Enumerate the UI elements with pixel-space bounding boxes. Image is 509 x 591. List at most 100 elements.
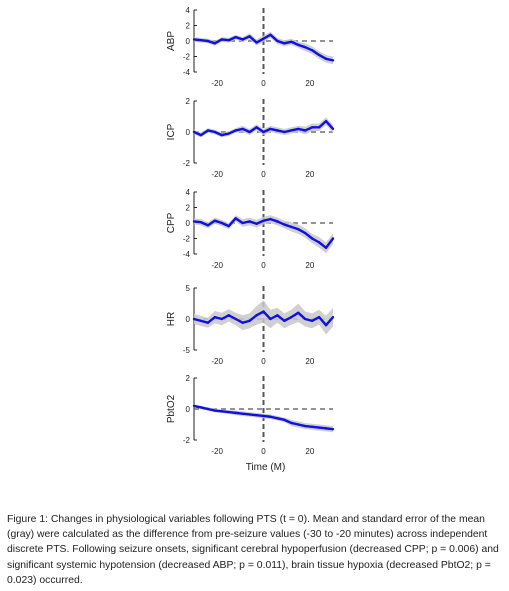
data-point [248, 220, 251, 223]
x-tick-label: -20 [211, 447, 223, 456]
data-point [227, 410, 230, 414]
data-point [283, 42, 286, 45]
x-tick-label: 0 [261, 447, 266, 456]
y-tick-label: 5 [186, 284, 191, 293]
data-point [310, 237, 314, 240]
y-axis-label: HR [166, 312, 177, 326]
data-point [304, 317, 307, 321]
data-point [192, 404, 196, 408]
y-tick-label: -2 [183, 159, 191, 168]
x-tick-label: 20 [305, 261, 314, 270]
data-point [234, 217, 237, 220]
data-point [199, 133, 203, 137]
data-point [213, 130, 217, 134]
data-point [310, 319, 314, 323]
data-point [255, 314, 258, 317]
y-tick-label: 2 [186, 22, 191, 31]
data-point [234, 411, 237, 415]
data-point [206, 224, 210, 227]
data-point [248, 35, 251, 38]
data-point [297, 43, 300, 47]
y-tick-label: 2 [186, 97, 191, 106]
figure-caption: Figure 1: Changes in physiological varia… [7, 514, 499, 586]
data-point [199, 221, 203, 224]
data-point [241, 321, 244, 324]
data-point [269, 217, 272, 221]
data-point [276, 220, 279, 223]
data-point [255, 41, 258, 44]
x-tick-label: 20 [305, 79, 314, 88]
data-point [297, 423, 300, 426]
y-tick-label: 4 [186, 6, 191, 15]
y-tick-label: -2 [183, 53, 191, 62]
data-point [262, 130, 265, 134]
data-point [269, 33, 272, 36]
data-point [297, 311, 300, 314]
data-point [192, 130, 196, 134]
data-point [331, 127, 335, 131]
data-point [199, 319, 203, 323]
data-point [297, 127, 300, 131]
data-point [269, 317, 272, 321]
x-tick-label: -20 [211, 357, 223, 366]
data-point [220, 317, 223, 321]
data-point [241, 221, 244, 225]
data-point [324, 119, 328, 123]
data-point [262, 37, 265, 40]
data-point [290, 225, 293, 229]
data-point [234, 129, 237, 132]
y-axis-label: ICP [166, 123, 177, 140]
y-tick-label: 0 [186, 405, 191, 414]
data-point [324, 324, 328, 327]
y-axis-label: PbtO2 [166, 394, 177, 423]
data-point [324, 57, 328, 61]
y-tick-label: 0 [186, 37, 191, 46]
data-point [248, 130, 251, 134]
data-point [317, 126, 321, 129]
data-point [310, 425, 314, 429]
data-point [331, 59, 335, 62]
data-point [317, 53, 321, 57]
data-point [269, 127, 272, 131]
data-point [262, 219, 265, 222]
y-tick-label: 4 [186, 188, 191, 197]
x-tick-label: 0 [261, 170, 266, 179]
data-point [304, 129, 307, 132]
y-tick-label: 0 [186, 128, 191, 137]
y-tick-label: -4 [183, 68, 191, 77]
data-point [290, 421, 293, 425]
x-tick-label: 20 [305, 170, 314, 179]
data-point [241, 127, 244, 131]
y-axis-label: CPP [166, 212, 177, 233]
y-tick-label: 2 [186, 374, 191, 383]
data-point [227, 132, 230, 135]
x-tick-label: 0 [261, 357, 266, 366]
sem-band [194, 300, 333, 335]
data-point [290, 315, 293, 319]
data-point [276, 417, 279, 420]
data-point [317, 315, 321, 319]
data-point [255, 222, 258, 225]
data-point [324, 246, 328, 249]
y-tick-label: -4 [183, 250, 191, 259]
x-tick-label: 20 [305, 357, 314, 366]
data-point [283, 319, 286, 323]
data-point [331, 237, 335, 240]
data-point [304, 231, 307, 235]
data-point [206, 407, 210, 411]
x-tick-label: -20 [211, 170, 223, 179]
x-tick-label: -20 [211, 261, 223, 270]
data-point [262, 414, 265, 418]
panel-hr: 5 0 -5 -20 0 20 HR [166, 284, 335, 366]
data-point [192, 317, 196, 321]
data-point [206, 39, 210, 43]
data-point [206, 321, 210, 324]
data-point [227, 224, 230, 228]
data-point [234, 35, 237, 39]
data-point [220, 221, 223, 225]
